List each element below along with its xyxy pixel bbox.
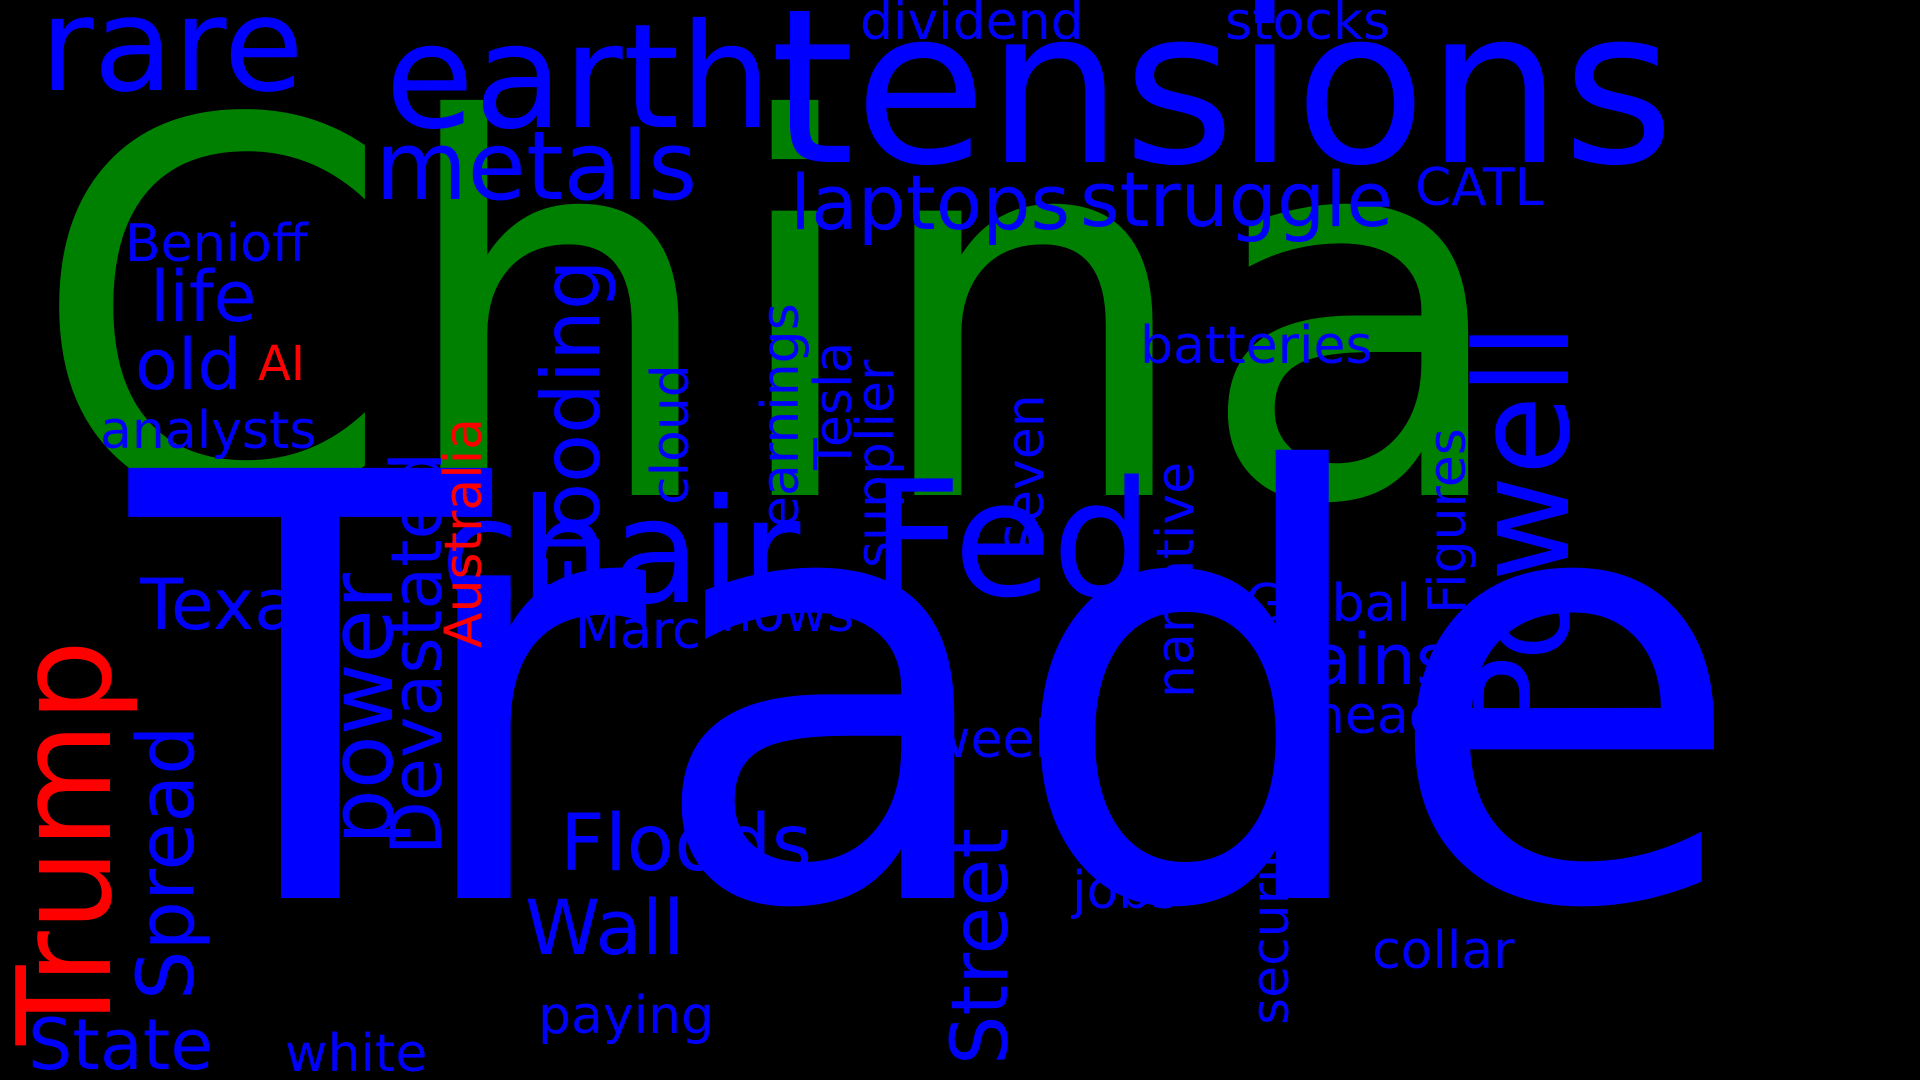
word-struggle: struggle	[1080, 155, 1394, 244]
word-ai: AI	[258, 336, 305, 392]
word-narrative: narrative	[1146, 461, 1206, 698]
word-batteries: Figures	[1418, 428, 1478, 614]
word-supplier: supplier	[846, 359, 906, 568]
word-trump: Trump	[0, 639, 141, 1045]
word-stocks: stocks	[1225, 0, 1391, 52]
word-jobs: jobs	[1072, 861, 1179, 921]
word-seven: Seven	[996, 394, 1056, 555]
word-security: security	[1241, 817, 1301, 1025]
word-analysts: analysts	[100, 401, 317, 461]
word-floods: Floods	[560, 799, 813, 889]
word-earnings: earnings	[751, 303, 811, 528]
word-australia: Australia	[434, 417, 494, 648]
word-rare: rare	[40, 0, 304, 121]
word-white: white	[285, 1024, 428, 1080]
word-week: week	[928, 710, 1065, 770]
word-catl: CATL	[1415, 158, 1544, 218]
word-figures: batteries	[1140, 316, 1373, 376]
word-fed: Fed	[870, 446, 1154, 633]
word-old: old	[135, 324, 242, 406]
word-ahead: ahead	[1280, 686, 1442, 746]
word-china: China	[30, 12, 1516, 618]
word-rains: Rains	[1262, 619, 1453, 701]
word-dividend: dividend	[860, 0, 1084, 52]
word-life: life	[150, 256, 257, 338]
word-wall: Wall	[525, 883, 685, 972]
word-marc: Marc	[575, 601, 701, 661]
word-collar: collar	[1372, 921, 1515, 981]
word-earth: earth	[385, 0, 772, 162]
word-benioff: Benioff	[125, 214, 308, 274]
word-cloud: cloud	[641, 364, 701, 505]
word-chair: chair	[440, 468, 801, 637]
word-flows: flows	[720, 584, 855, 644]
word-metals: metals	[375, 112, 698, 222]
word-laptops: laptops	[790, 158, 1071, 247]
word-texas: Texas	[140, 564, 334, 646]
word-street: Street	[936, 827, 1026, 1065]
word-global: Global	[1245, 574, 1411, 634]
word-trade: Trade	[130, 351, 1746, 1038]
word-spread: Spread	[122, 725, 212, 1000]
word-flooding: Flooding	[525, 259, 618, 600]
word-paying: paying	[538, 986, 715, 1046]
word-state: State	[28, 1004, 214, 1080]
word-tensions: tensions	[770, 0, 1675, 213]
